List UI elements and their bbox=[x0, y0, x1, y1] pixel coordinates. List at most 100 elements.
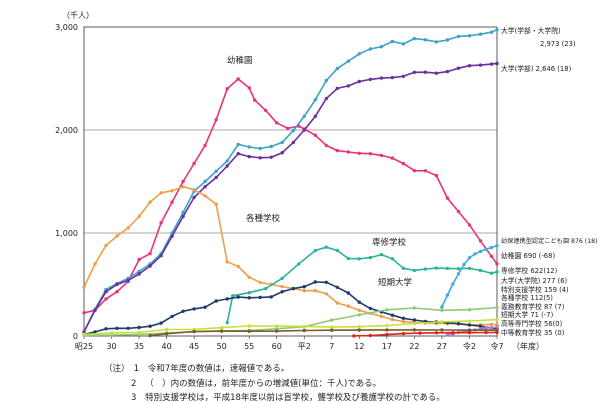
data-point bbox=[236, 152, 240, 156]
series-inline-label: 専修学校 bbox=[372, 237, 407, 248]
data-point bbox=[368, 255, 372, 260]
data-point bbox=[264, 108, 268, 113]
series-line bbox=[83, 29, 498, 333]
data-point bbox=[247, 296, 251, 300]
x-tick-label: 35 bbox=[134, 342, 144, 351]
series-end-label: 幼保連携型認定こども園 876 (18) bbox=[501, 237, 598, 245]
y-tick-label: 2,000 bbox=[55, 126, 78, 135]
data-point bbox=[115, 234, 119, 238]
data-point bbox=[170, 234, 174, 238]
data-point bbox=[423, 70, 428, 74]
data-point bbox=[440, 305, 444, 309]
data-point bbox=[258, 146, 262, 151]
data-point bbox=[462, 262, 466, 267]
data-point bbox=[495, 262, 499, 266]
data-point bbox=[247, 86, 251, 90]
data-point bbox=[451, 331, 455, 335]
data-point bbox=[412, 169, 417, 173]
data-point bbox=[137, 269, 141, 274]
data-point bbox=[357, 328, 361, 332]
data-point bbox=[445, 38, 450, 42]
data-point bbox=[313, 280, 317, 284]
data-point bbox=[324, 78, 328, 83]
data-point bbox=[82, 330, 86, 334]
y-tick-label: 3,000 bbox=[55, 23, 78, 32]
data-point bbox=[258, 156, 262, 160]
data-point bbox=[275, 329, 279, 333]
data-point bbox=[368, 306, 372, 311]
data-point bbox=[368, 47, 372, 51]
data-point bbox=[126, 278, 130, 283]
data-point bbox=[346, 304, 350, 308]
data-point bbox=[357, 257, 361, 261]
data-point bbox=[445, 266, 450, 271]
data-point bbox=[203, 143, 207, 148]
data-point bbox=[390, 156, 395, 160]
data-point bbox=[390, 39, 395, 44]
data-point bbox=[170, 189, 174, 193]
chart-grid bbox=[84, 129, 497, 234]
data-point bbox=[181, 214, 185, 219]
data-point bbox=[368, 152, 372, 156]
data-point bbox=[401, 319, 406, 324]
series-end-label: 義務教育学校 87 (7) bbox=[501, 302, 565, 311]
data-point bbox=[236, 142, 240, 147]
data-point bbox=[137, 330, 141, 335]
data-point bbox=[181, 210, 185, 215]
data-point bbox=[478, 239, 483, 243]
series-end-label: 幼稚園 690 (-68) bbox=[501, 251, 555, 260]
data-point bbox=[489, 30, 494, 34]
data-point bbox=[330, 328, 334, 332]
chart-axes: 0 1,000 2,000 3,000 （千人） 昭25 30 35 40 45 50 55 60 平2 7… bbox=[55, 10, 544, 351]
data-point bbox=[225, 260, 229, 264]
data-point bbox=[264, 286, 268, 291]
x-tick-label: 22 bbox=[409, 342, 419, 351]
data-point bbox=[335, 86, 339, 91]
data-point bbox=[357, 308, 361, 312]
data-point bbox=[225, 297, 229, 301]
data-point bbox=[357, 313, 361, 317]
series-line bbox=[150, 329, 498, 337]
data-point bbox=[412, 36, 417, 41]
data-point bbox=[412, 318, 417, 322]
data-point bbox=[434, 71, 439, 75]
data-point bbox=[456, 34, 461, 39]
data-point bbox=[181, 309, 185, 313]
data-point bbox=[302, 328, 306, 333]
data-point bbox=[335, 301, 339, 305]
data-point bbox=[495, 317, 499, 322]
data-point bbox=[379, 314, 384, 319]
data-point bbox=[302, 114, 306, 119]
data-point bbox=[434, 40, 439, 44]
series-end-label: 短期大学 71 (-7) bbox=[501, 310, 554, 319]
data-point bbox=[214, 202, 218, 206]
data-point bbox=[346, 84, 350, 88]
data-point bbox=[478, 63, 483, 67]
data-point bbox=[335, 248, 339, 253]
data-point bbox=[247, 145, 251, 149]
data-point bbox=[401, 266, 406, 270]
data-point bbox=[181, 185, 185, 189]
data-point bbox=[164, 332, 169, 336]
series-end-label: 2,973 (23) bbox=[540, 40, 576, 48]
data-point bbox=[335, 148, 339, 153]
y-tick-label: 1,000 bbox=[55, 229, 78, 238]
data-point bbox=[148, 251, 152, 256]
data-point bbox=[489, 254, 494, 258]
data-point bbox=[93, 308, 97, 312]
data-point bbox=[192, 329, 196, 334]
series-end-label: 各種学校 112(5) bbox=[501, 293, 553, 302]
data-point bbox=[385, 332, 389, 337]
data-point bbox=[137, 325, 141, 330]
data-point bbox=[313, 114, 317, 119]
data-point bbox=[214, 169, 218, 173]
series-end-label: 大学(学部) 2,646 (18) bbox=[501, 64, 572, 73]
series-line bbox=[83, 62, 498, 333]
data-point bbox=[203, 179, 207, 184]
data-point bbox=[313, 248, 317, 253]
data-point bbox=[220, 329, 224, 333]
data-point bbox=[231, 294, 235, 298]
data-point bbox=[115, 326, 119, 330]
data-point bbox=[247, 329, 251, 333]
